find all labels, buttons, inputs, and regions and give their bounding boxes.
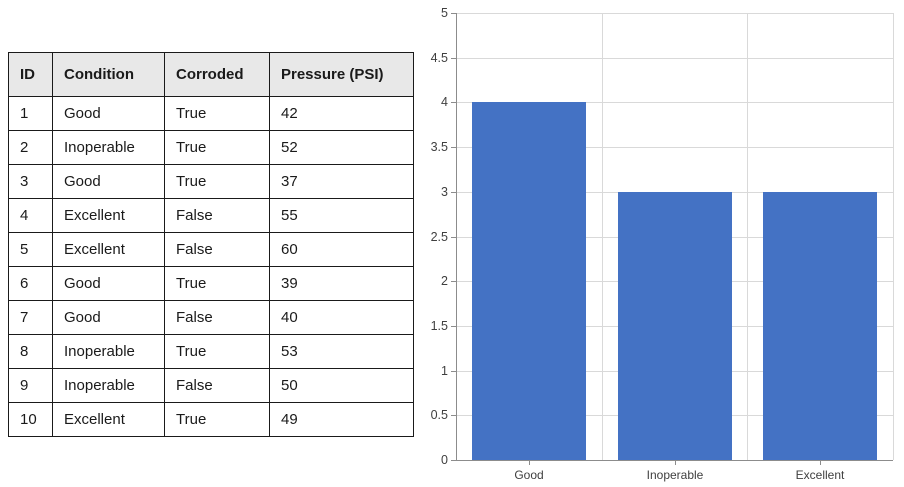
table-cell: Excellent: [52, 232, 165, 267]
y-axis-tick: [451, 237, 456, 238]
bar-inoperable: [618, 192, 732, 460]
table-cell: False: [164, 198, 270, 233]
y-axis-tick-label: 2: [441, 274, 448, 288]
table-cell: 37: [269, 164, 414, 199]
table-cell: 3: [8, 164, 53, 199]
table-cell: 60: [269, 232, 414, 267]
gridline-vertical: [893, 13, 894, 460]
table-cell: 5: [8, 232, 53, 267]
pipe-data-table: ID Condition Corroded Pressure (PSI) 1 Good T…: [8, 52, 414, 437]
y-axis-tick-label: 2.5: [430, 230, 448, 244]
table-row: 3 Good True 37: [8, 164, 414, 199]
y-axis-tick: [451, 460, 456, 461]
table-cell: Excellent: [52, 402, 165, 437]
y-axis-tick-label: 4: [441, 95, 448, 109]
y-axis-tick-label: 1: [441, 364, 448, 378]
y-axis-tick-label: 3.5: [430, 140, 448, 154]
gridline-horizontal: [456, 13, 893, 14]
x-axis-tick: [820, 461, 821, 465]
x-axis-category-label: Excellent: [795, 468, 845, 482]
table-body: 1 Good True 42 2 Inoperable True 52 3 Good True 37 4…: [8, 96, 414, 437]
y-axis-tick: [451, 192, 456, 193]
x-axis-category-label: Good: [514, 468, 544, 482]
table-row: 1 Good True 42: [8, 96, 414, 131]
table-cell: 49: [269, 402, 414, 437]
y-axis-line: [456, 13, 457, 461]
y-axis-tick-label: 4.5: [430, 51, 448, 65]
table-cell: 55: [269, 198, 414, 233]
table-cell: Good: [52, 300, 165, 335]
column-header-pressure-psi: Pressure (PSI): [269, 52, 414, 97]
table-cell: True: [164, 266, 270, 301]
x-axis-category-label: Inoperable: [646, 468, 704, 482]
table-cell: Good: [52, 164, 165, 199]
table-cell: 53: [269, 334, 414, 369]
y-axis-tick-label: 5: [441, 6, 448, 20]
y-axis-tick-label: 1.5: [430, 319, 448, 333]
x-axis-line: [456, 460, 893, 461]
table-cell: 1: [8, 96, 53, 131]
table-cell: Inoperable: [52, 334, 165, 369]
table-cell: False: [164, 232, 270, 267]
table-row: 8 Inoperable True 53: [8, 334, 414, 369]
gridline-vertical: [602, 13, 603, 460]
y-axis-tick-label: 0: [441, 453, 448, 467]
y-axis-tick: [451, 102, 456, 103]
y-axis-tick: [451, 58, 456, 59]
gridline-horizontal: [456, 102, 893, 103]
y-axis-tick: [451, 415, 456, 416]
y-axis-tick: [451, 13, 456, 14]
table-cell: True: [164, 334, 270, 369]
bar-good: [472, 102, 586, 460]
table-cell: False: [164, 300, 270, 335]
column-header-id: ID: [8, 52, 53, 97]
y-axis-tick-label: 3: [441, 185, 448, 199]
bar-excellent: [763, 192, 877, 460]
y-axis-tick-label: 0.5: [430, 408, 448, 422]
table-cell: 10: [8, 402, 53, 437]
table-row: 6 Good True 39: [8, 266, 414, 301]
table-cell: Inoperable: [52, 368, 165, 403]
table-cell: 39: [269, 266, 414, 301]
table-cell: Good: [52, 96, 165, 131]
table-row: 5 Excellent False 60: [8, 232, 414, 267]
y-axis-tick: [451, 147, 456, 148]
table-header-row: ID Condition Corroded Pressure (PSI): [8, 52, 414, 97]
table-cell: False: [164, 368, 270, 403]
gridline-horizontal: [456, 147, 893, 148]
table-row: 4 Excellent False 55: [8, 198, 414, 233]
y-axis-tick: [451, 371, 456, 372]
gridline-horizontal: [456, 58, 893, 59]
x-axis-tick: [529, 461, 530, 465]
table-cell: Excellent: [52, 198, 165, 233]
y-axis-tick: [451, 326, 456, 327]
table-cell: 42: [269, 96, 414, 131]
table-cell: True: [164, 164, 270, 199]
table-cell: True: [164, 96, 270, 131]
table-header: ID Condition Corroded Pressure (PSI): [8, 52, 414, 97]
table-row: 9 Inoperable False 50: [8, 368, 414, 403]
table-row: 10 Excellent True 49: [8, 402, 414, 437]
gridline-vertical: [747, 13, 748, 460]
table-cell: Inoperable: [52, 130, 165, 165]
table-cell: True: [164, 130, 270, 165]
table-cell: 9: [8, 368, 53, 403]
table-cell: 8: [8, 334, 53, 369]
y-axis-tick: [451, 281, 456, 282]
x-axis-tick: [675, 461, 676, 465]
table-cell: 52: [269, 130, 414, 165]
